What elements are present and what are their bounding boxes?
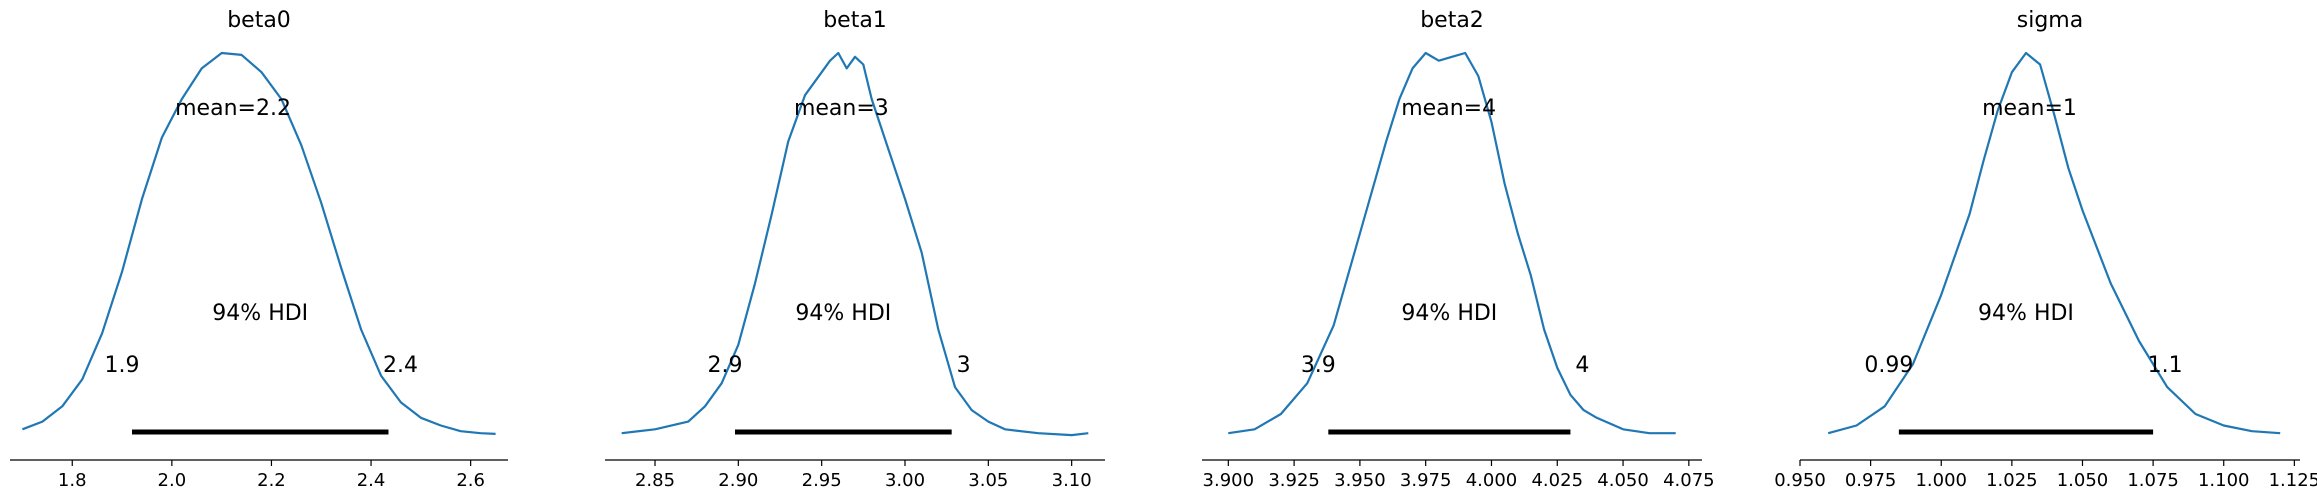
hdi-label: 94% HDI — [795, 301, 891, 326]
panel-beta0: beta0 mean=2.2 94% HDI 1.9 2.4 1.8 2.0 2.2 2.4 2.… — [10, 8, 508, 491]
x-tick-label: 0.975 — [1845, 470, 1897, 491]
panel-sigma: sigma mean=1 94% HDI 0.99 1.1 0.950 0.975 1.000… — [1774, 8, 2317, 491]
mean-label: mean=2.2 — [175, 96, 291, 121]
x-tick-label: 4.050 — [1597, 470, 1649, 491]
x-tick-label: 1.075 — [2127, 470, 2179, 491]
hdi-lower-label: 1.9 — [105, 353, 140, 378]
x-tick-label: 3.950 — [1334, 470, 1386, 491]
x-tick-label: 3.975 — [1400, 470, 1452, 491]
x-tick-label: 3.925 — [1268, 470, 1320, 491]
panel-title: beta0 — [227, 8, 291, 33]
panel-beta1: beta1 mean=3 94% HDI 2.9 3 2.85 2.90 2.95 3.00 3.… — [605, 8, 1105, 491]
x-tick-label: 2.2 — [257, 470, 286, 491]
panel-title: beta2 — [1420, 8, 1484, 33]
hdi-lower-label: 0.99 — [1864, 353, 1913, 378]
panel-title: sigma — [2017, 8, 2083, 33]
x-tick-label: 1.025 — [1986, 470, 2038, 491]
x-tick-label: 3.10 — [1052, 470, 1092, 491]
x-tick-label: 0.950 — [1774, 470, 1826, 491]
density-curve — [22, 51, 496, 435]
density-curve — [1228, 51, 1676, 435]
hdi-label: 94% HDI — [212, 301, 308, 326]
x-tick-label: 3.05 — [968, 470, 1008, 491]
x-tick-label: 3.900 — [1203, 470, 1255, 491]
x-tick-label: 1.125 — [2269, 470, 2317, 491]
x-tick-label: 1.100 — [2198, 470, 2250, 491]
x-tick-label: 3.00 — [885, 470, 925, 491]
x-tick-label: 2.6 — [456, 470, 485, 491]
x-tick-label: 2.4 — [357, 470, 386, 491]
hdi-upper-label: 2.4 — [383, 353, 418, 378]
panel-beta2: beta2 mean=4 94% HDI 3.9 4 3.900 3.925 3.950 3.9… — [1202, 8, 1715, 491]
x-tick-label: 1.000 — [1915, 470, 1967, 491]
hdi-lower-label: 3.9 — [1301, 353, 1336, 378]
x-tick-label: 2.0 — [158, 470, 187, 491]
density-curve — [621, 51, 1089, 437]
hdi-upper-label: 4 — [1575, 353, 1589, 378]
x-tick-label: 2.90 — [718, 470, 758, 491]
hdi-upper-label: 3 — [957, 353, 971, 378]
x-tick-label: 2.85 — [635, 470, 675, 491]
x-tick-label: 2.95 — [802, 470, 842, 491]
density-curve — [1827, 51, 2281, 435]
hdi-label: 94% HDI — [1978, 301, 2074, 326]
mean-label: mean=3 — [794, 96, 889, 121]
x-tick-label: 1.8 — [58, 470, 87, 491]
hdi-label: 94% HDI — [1401, 301, 1497, 326]
x-tick-label: 4.075 — [1663, 470, 1715, 491]
mean-label: mean=4 — [1401, 96, 1496, 121]
panel-title: beta1 — [823, 8, 887, 33]
hdi-upper-label: 1.1 — [2148, 353, 2183, 378]
hdi-lower-label: 2.9 — [708, 353, 743, 378]
x-tick-label: 4.000 — [1466, 470, 1518, 491]
x-tick-label: 1.050 — [2057, 470, 2109, 491]
mean-label: mean=1 — [1982, 96, 2077, 121]
x-tick-label: 4.025 — [1531, 470, 1583, 491]
